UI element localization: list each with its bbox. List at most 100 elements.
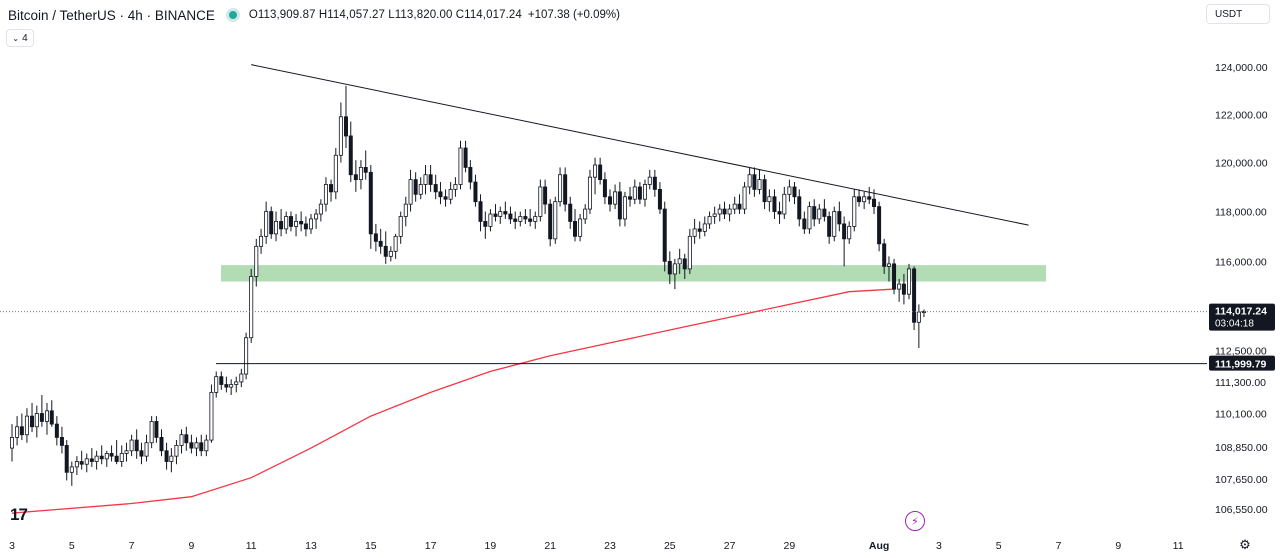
candle[interactable] [617, 191, 622, 220]
candle[interactable] [498, 211, 503, 217]
tradingview-logo[interactable]: 17 [10, 505, 28, 525]
candle[interactable] [692, 228, 697, 237]
candle[interactable] [912, 268, 917, 323]
candle[interactable] [732, 203, 737, 210]
candle[interactable] [807, 206, 812, 230]
candle[interactable] [802, 218, 807, 230]
candle[interactable] [249, 276, 254, 339]
candle[interactable] [264, 211, 269, 237]
candle[interactable] [174, 445, 179, 457]
candle[interactable] [189, 442, 194, 449]
candle[interactable] [762, 179, 767, 203]
candle[interactable] [752, 174, 757, 190]
candle[interactable] [299, 221, 304, 225]
candle[interactable] [318, 203, 323, 215]
candle[interactable] [757, 179, 762, 190]
candle[interactable] [548, 203, 553, 240]
candle[interactable] [647, 176, 652, 185]
candle[interactable] [428, 174, 433, 185]
candle[interactable] [19, 426, 24, 436]
candle[interactable] [134, 439, 139, 452]
candle[interactable] [877, 206, 882, 245]
candle[interactable] [782, 193, 787, 215]
candle[interactable] [448, 188, 453, 200]
candle[interactable] [568, 203, 573, 222]
candle[interactable] [458, 147, 463, 185]
candle[interactable] [30, 415, 35, 428]
candle[interactable] [767, 196, 772, 203]
candle[interactable] [99, 455, 104, 460]
candle[interactable] [727, 208, 732, 215]
candle[interactable] [343, 116, 348, 137]
candle[interactable] [219, 376, 224, 385]
lightning-icon[interactable]: ⚡ [905, 511, 925, 531]
candle[interactable] [363, 167, 368, 173]
candle[interactable] [553, 201, 558, 240]
candle[interactable] [139, 450, 144, 457]
candle[interactable] [722, 208, 727, 215]
candle[interactable] [468, 167, 473, 183]
candle[interactable] [284, 216, 289, 230]
candle[interactable] [886, 263, 891, 267]
candle[interactable] [797, 196, 802, 220]
candle[interactable] [817, 208, 822, 220]
candle[interactable] [862, 196, 867, 203]
candle[interactable] [473, 181, 478, 203]
candle[interactable] [314, 213, 319, 220]
candle[interactable] [9, 437, 14, 449]
candle[interactable] [737, 203, 742, 210]
candle[interactable] [523, 216, 528, 220]
candle[interactable] [697, 228, 702, 232]
candle[interactable] [747, 174, 752, 188]
candle[interactable] [897, 283, 902, 290]
candle[interactable] [333, 154, 338, 193]
candle[interactable] [49, 410, 54, 425]
candle[interactable] [872, 198, 877, 208]
candle[interactable] [109, 453, 114, 457]
candle[interactable] [538, 186, 543, 217]
candle[interactable] [169, 455, 174, 462]
candle[interactable] [882, 243, 887, 267]
candle[interactable] [613, 191, 618, 205]
candle[interactable] [892, 263, 897, 290]
candle[interactable] [628, 196, 633, 200]
candle[interactable] [573, 221, 578, 237]
candle[interactable] [478, 201, 483, 222]
candle[interactable] [74, 461, 79, 468]
candle[interactable] [353, 174, 358, 181]
candle[interactable] [39, 413, 44, 422]
candle[interactable] [513, 218, 518, 222]
candle[interactable] [184, 434, 189, 444]
candle[interactable] [463, 147, 468, 168]
candle[interactable] [543, 186, 548, 205]
candle[interactable] [393, 235, 398, 252]
candle[interactable] [114, 455, 119, 462]
candle[interactable] [632, 186, 637, 200]
gear-icon[interactable]: ⚙ [1239, 537, 1251, 552]
candle[interactable] [308, 218, 313, 230]
candle[interactable] [129, 439, 134, 452]
candle[interactable] [837, 211, 842, 225]
candle[interactable] [827, 216, 832, 237]
candle[interactable] [667, 260, 672, 275]
candle[interactable] [438, 191, 443, 198]
candle[interactable] [44, 410, 49, 422]
candle[interactable] [329, 184, 334, 193]
candle[interactable] [403, 203, 408, 217]
candle[interactable] [34, 413, 39, 428]
candle[interactable] [224, 384, 229, 388]
candle[interactable] [598, 164, 603, 181]
candle[interactable] [637, 186, 642, 200]
candle[interactable] [254, 245, 259, 277]
candle[interactable] [323, 184, 328, 205]
candle[interactable] [682, 258, 687, 270]
candle[interactable] [662, 208, 667, 262]
candle[interactable] [518, 216, 523, 222]
candle[interactable] [867, 196, 872, 200]
candle[interactable] [59, 437, 64, 446]
candle[interactable] [608, 196, 613, 205]
candle[interactable] [652, 176, 657, 190]
candle[interactable] [124, 450, 129, 454]
trendline[interactable] [251, 64, 1029, 226]
